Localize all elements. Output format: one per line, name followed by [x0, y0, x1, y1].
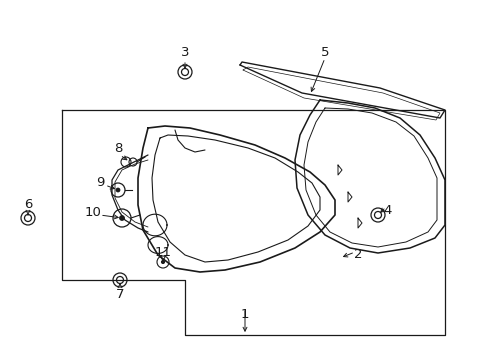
- Circle shape: [161, 261, 164, 264]
- Text: 11: 11: [154, 247, 171, 260]
- Text: 1: 1: [240, 309, 249, 321]
- Circle shape: [116, 188, 120, 192]
- Text: 5: 5: [320, 45, 328, 58]
- Circle shape: [120, 216, 124, 220]
- Text: 2: 2: [353, 248, 362, 261]
- Text: 8: 8: [114, 141, 122, 154]
- Text: 6: 6: [24, 198, 32, 211]
- Text: 4: 4: [383, 203, 391, 216]
- Text: 7: 7: [116, 288, 124, 302]
- Text: 3: 3: [181, 45, 189, 58]
- Text: 10: 10: [84, 207, 101, 220]
- Text: 9: 9: [96, 176, 104, 189]
